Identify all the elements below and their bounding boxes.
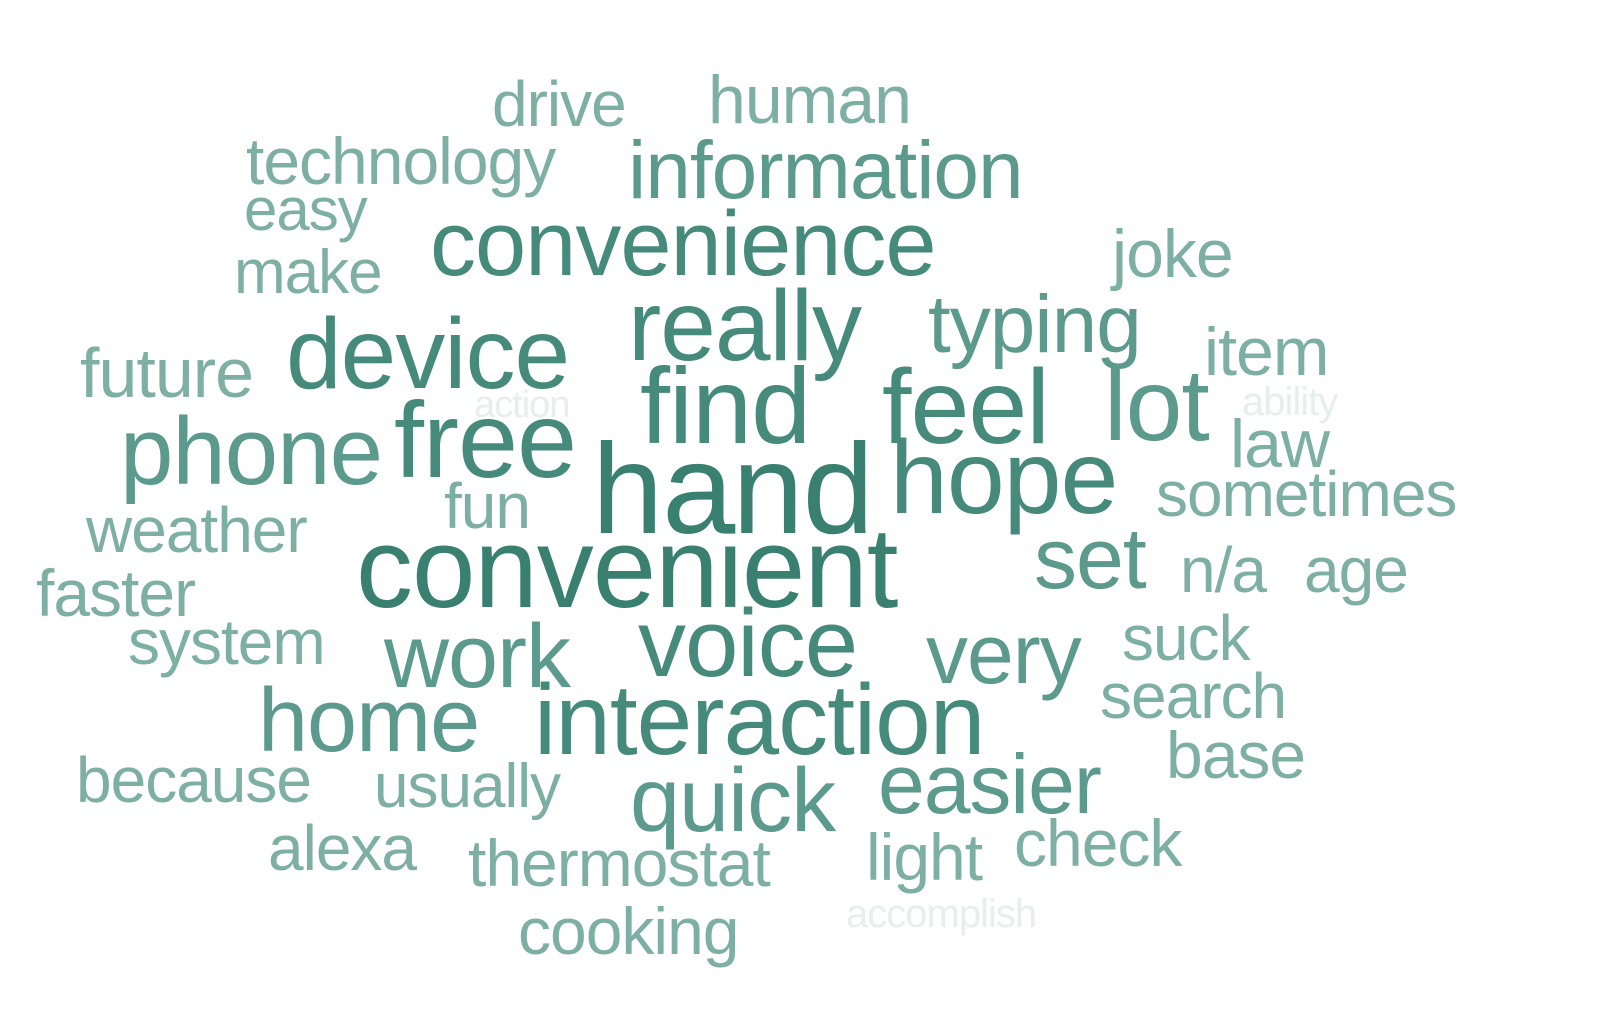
word-na: n/a — [1180, 534, 1267, 606]
word-phone: phone — [120, 398, 383, 505]
word-joke: joke — [1112, 216, 1234, 292]
word-make: make — [234, 238, 383, 307]
word-hand: hand — [592, 418, 874, 561]
word-cooking: cooking — [518, 894, 739, 968]
word-alexa: alexa — [268, 812, 417, 884]
word-fun: fun — [444, 470, 531, 542]
word-ability: ability — [1242, 380, 1338, 424]
word-human: human — [708, 62, 912, 138]
word-convenient: convenient — [356, 505, 898, 632]
word-sometimes: sometimes — [1156, 458, 1457, 530]
word-check: check — [1014, 806, 1182, 880]
word-easier: easier — [878, 737, 1102, 831]
word-lot: lot — [1104, 348, 1210, 462]
word-accomplish: accomplish — [846, 892, 1037, 936]
word-home: home — [258, 671, 480, 771]
word-item: item — [1204, 314, 1329, 390]
word-convenience: convenience — [430, 193, 937, 295]
word-very: very — [926, 607, 1082, 701]
word-set: set — [1034, 511, 1147, 607]
word-free: free — [394, 379, 577, 500]
word-feel: feel — [882, 348, 1050, 466]
word-law: law — [1230, 406, 1330, 482]
word-because: because — [76, 744, 312, 816]
word-action: action — [474, 384, 570, 426]
word-information: information — [628, 125, 1024, 216]
word-light: light — [866, 820, 983, 894]
word-weather: weather — [86, 494, 308, 566]
word-usually: usually — [374, 752, 561, 821]
word-easy: easy — [244, 176, 368, 243]
word-technology: technology — [246, 124, 556, 198]
word-quick: quick — [630, 751, 836, 851]
word-device: device — [286, 298, 570, 410]
word-hope: hope — [890, 420, 1118, 536]
word-voice: voice — [638, 590, 858, 697]
word-drive: drive — [492, 68, 627, 140]
word-system: system — [128, 606, 326, 678]
word-future: future — [80, 334, 254, 412]
word-search: search — [1100, 660, 1287, 732]
word-typing: typing — [928, 279, 1142, 370]
word-faster: faster — [36, 556, 196, 630]
word-really: really — [628, 270, 862, 382]
word-interaction: interaction — [534, 664, 985, 776]
word-find: find — [640, 345, 811, 466]
word-work: work — [384, 607, 571, 707]
word-thermostat: thermostat — [468, 826, 771, 900]
word-base: base — [1166, 718, 1306, 792]
word-suck: suck — [1122, 602, 1251, 674]
word-age: age — [1304, 534, 1409, 606]
